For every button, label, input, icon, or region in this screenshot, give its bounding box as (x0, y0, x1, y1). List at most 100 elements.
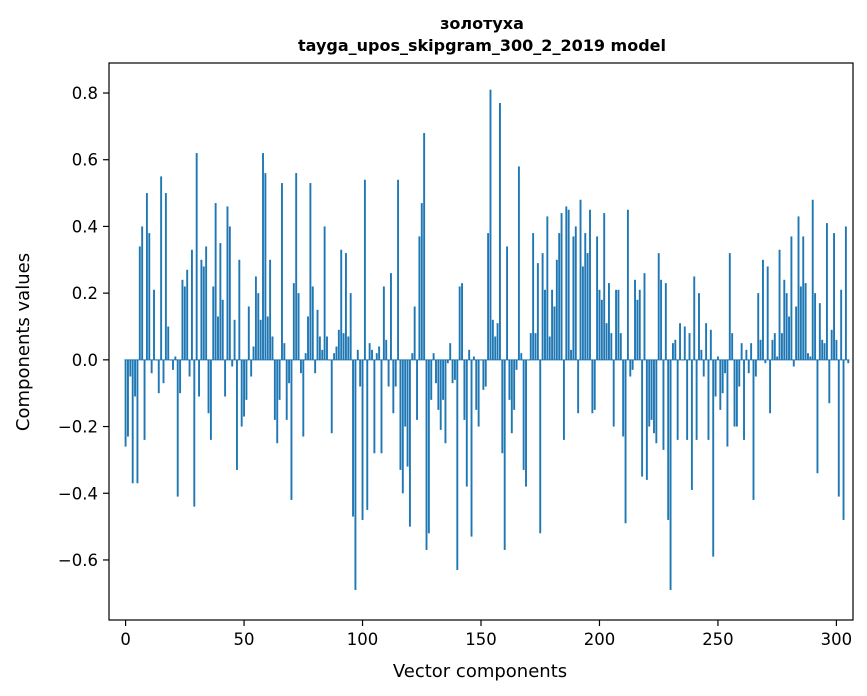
bar-component-153 (487, 233, 490, 360)
bar-component-73 (297, 293, 300, 360)
bar-component-221 (648, 359, 651, 427)
bar-component-108 (380, 359, 383, 454)
bar-component-181 (553, 306, 556, 360)
bar-component-257 (733, 359, 736, 427)
bar-component-22 (176, 359, 179, 497)
bar-component-103 (368, 343, 371, 360)
bar-component-179 (548, 336, 551, 360)
bar-component-0 (124, 359, 127, 447)
bar-component-20 (172, 359, 174, 370)
bar-component-97 (354, 359, 357, 590)
bar-component-117 (401, 359, 404, 494)
bar-component-96 (352, 359, 354, 517)
bar-component-76 (304, 353, 307, 360)
bar-component-71 (292, 283, 295, 360)
bar-component-196 (589, 209, 591, 360)
bar-component-57 (259, 319, 262, 360)
bar-component-118 (404, 359, 407, 427)
bar-component-216 (636, 299, 639, 360)
bar-component-61 (269, 259, 272, 360)
bar-component-270 (764, 359, 767, 364)
bar-component-274 (773, 333, 776, 360)
bar-component-171 (529, 333, 532, 360)
bar-component-145 (468, 349, 471, 360)
bar-component-38 (214, 203, 217, 360)
bar-component-184 (560, 213, 563, 360)
bar-component-83 (321, 349, 324, 360)
bars-group (124, 89, 850, 590)
bar-component-228 (664, 283, 667, 360)
bar-component-68 (285, 359, 288, 420)
bar-component-280 (788, 316, 790, 360)
bar-component-194 (584, 233, 587, 360)
bar-component-168 (522, 359, 525, 470)
bar-component-123 (416, 359, 418, 420)
bar-component-187 (567, 209, 570, 360)
x-tick-label: 300 (821, 630, 853, 649)
y-axis-ticks: −0.6 −0.4 −0.2 0.0 0.2 0.4 0.6 0.8 (58, 84, 109, 570)
bar-component-188 (570, 349, 572, 360)
bar-component-134 (442, 359, 445, 400)
bar-component-70 (290, 359, 293, 500)
bar-component-129 (430, 359, 433, 400)
bar-component-28 (190, 249, 193, 360)
bar-component-133 (439, 359, 442, 430)
bar-component-93 (344, 253, 347, 360)
bar-component-304 (844, 226, 847, 360)
bar-component-195 (586, 253, 589, 360)
bar-component-69 (288, 359, 291, 384)
bar-component-29 (193, 359, 196, 507)
bar-component-286 (802, 236, 805, 360)
bar-component-238 (688, 333, 691, 360)
bar-component-72 (295, 173, 298, 360)
bar-component-209 (619, 333, 622, 360)
bar-component-143 (463, 359, 466, 420)
bar-component-205 (610, 333, 613, 360)
bar-component-144 (465, 359, 468, 487)
bar-component-126 (423, 133, 426, 360)
bar-component-60 (266, 316, 269, 360)
bar-component-91 (340, 249, 343, 360)
bar-component-227 (662, 359, 665, 450)
bar-component-276 (778, 249, 781, 360)
bar-component-62 (271, 336, 274, 360)
y-tick-label: 0.8 (72, 84, 98, 103)
x-tick-label: 150 (465, 630, 497, 649)
bar-component-253 (724, 359, 726, 374)
bar-component-87 (330, 359, 333, 434)
bar-component-277 (780, 333, 783, 360)
bar-component-48 (238, 259, 241, 360)
bar-component-151 (482, 359, 485, 390)
bar-component-164 (513, 359, 516, 410)
x-tick-label: 200 (584, 630, 616, 649)
chart-subtitle: tayga_upos_skipgram_300_2_2019 model (298, 36, 666, 55)
bar-component-185 (562, 359, 565, 440)
bar-component-202 (603, 213, 606, 360)
bar-component-101 (363, 179, 366, 360)
x-tick-label: 250 (702, 630, 734, 649)
bar-component-300 (835, 339, 838, 360)
bar-component-77 (307, 316, 309, 360)
bar-component-302 (840, 289, 843, 360)
bar-component-218 (641, 359, 644, 477)
bar-component-84 (323, 226, 326, 360)
bar-component-37 (212, 286, 215, 360)
bar-component-269 (762, 259, 764, 360)
bar-component-226 (660, 279, 663, 360)
bar-component-219 (643, 273, 646, 360)
bar-component-214 (631, 359, 634, 370)
bar-component-264 (750, 343, 753, 360)
bar-component-245 (705, 323, 708, 360)
bar-component-190 (574, 226, 577, 360)
bar-component-271 (766, 266, 769, 360)
x-tick-label: 100 (347, 630, 379, 649)
bar-component-242 (698, 293, 700, 360)
bar-component-122 (413, 306, 416, 360)
bar-component-5 (136, 359, 139, 484)
bar-component-303 (842, 359, 845, 520)
bar-component-239 (690, 359, 693, 490)
y-tick-label: −0.4 (58, 484, 98, 503)
bar-component-113 (392, 359, 395, 414)
bar-component-146 (470, 359, 473, 537)
